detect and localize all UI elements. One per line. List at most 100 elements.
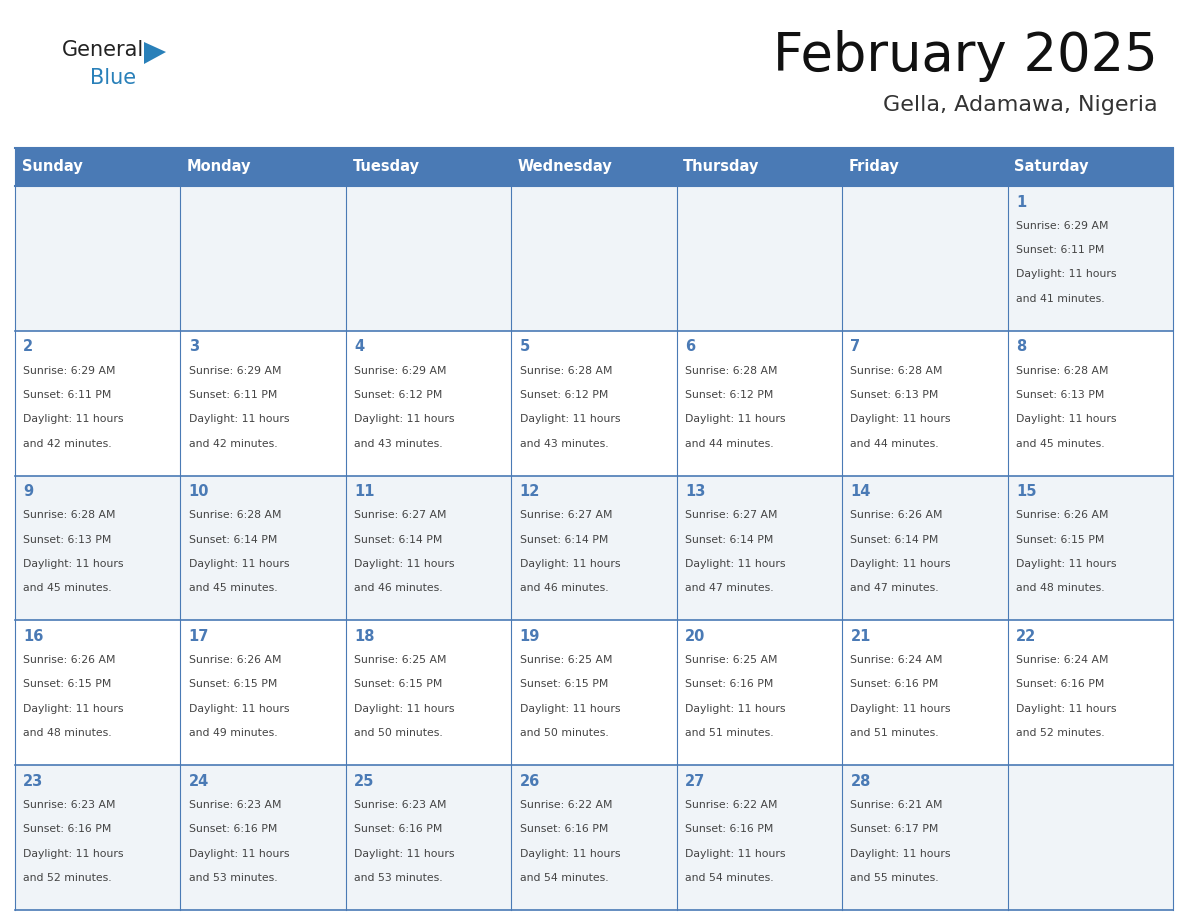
- Bar: [15, 330, 181, 476]
- Bar: [511, 766, 677, 910]
- Text: 23: 23: [24, 774, 44, 789]
- Text: Sunrise: 6:29 AM: Sunrise: 6:29 AM: [354, 365, 447, 375]
- Text: Sunset: 6:15 PM: Sunset: 6:15 PM: [189, 679, 277, 689]
- Text: Sunset: 6:16 PM: Sunset: 6:16 PM: [354, 824, 442, 834]
- Text: Sunset: 6:15 PM: Sunset: 6:15 PM: [354, 679, 442, 689]
- Text: 18: 18: [354, 629, 374, 644]
- Text: Sunset: 6:13 PM: Sunset: 6:13 PM: [1016, 390, 1104, 400]
- Text: Daylight: 11 hours: Daylight: 11 hours: [519, 414, 620, 424]
- Text: and 52 minutes.: and 52 minutes.: [1016, 728, 1105, 738]
- Text: Sunrise: 6:29 AM: Sunrise: 6:29 AM: [24, 365, 115, 375]
- Text: 16: 16: [24, 629, 44, 644]
- Text: Sunrise: 6:23 AM: Sunrise: 6:23 AM: [189, 800, 282, 810]
- Text: General: General: [62, 40, 144, 60]
- Text: Daylight: 11 hours: Daylight: 11 hours: [1016, 269, 1117, 279]
- Text: Sunset: 6:11 PM: Sunset: 6:11 PM: [189, 390, 277, 400]
- Text: and 47 minutes.: and 47 minutes.: [851, 583, 939, 593]
- Text: 22: 22: [1016, 629, 1036, 644]
- Text: Wednesday: Wednesday: [518, 160, 613, 174]
- Text: and 42 minutes.: and 42 minutes.: [189, 439, 277, 449]
- Bar: [15, 148, 181, 186]
- Bar: [346, 186, 511, 330]
- Bar: [1007, 330, 1173, 476]
- Bar: [842, 186, 1007, 330]
- Text: Sunset: 6:12 PM: Sunset: 6:12 PM: [519, 390, 608, 400]
- Text: Sunrise: 6:27 AM: Sunrise: 6:27 AM: [685, 510, 777, 521]
- Text: Sunrise: 6:24 AM: Sunrise: 6:24 AM: [1016, 655, 1108, 666]
- Text: Sunrise: 6:26 AM: Sunrise: 6:26 AM: [851, 510, 943, 521]
- Text: Sunrise: 6:23 AM: Sunrise: 6:23 AM: [24, 800, 115, 810]
- Text: 3: 3: [189, 340, 198, 354]
- Text: Daylight: 11 hours: Daylight: 11 hours: [685, 704, 785, 714]
- Text: Sunrise: 6:22 AM: Sunrise: 6:22 AM: [685, 800, 777, 810]
- Text: 27: 27: [685, 774, 706, 789]
- Text: Sunrise: 6:25 AM: Sunrise: 6:25 AM: [519, 655, 612, 666]
- Text: Daylight: 11 hours: Daylight: 11 hours: [189, 559, 289, 569]
- Text: and 46 minutes.: and 46 minutes.: [519, 583, 608, 593]
- Polygon shape: [144, 42, 166, 64]
- Text: Daylight: 11 hours: Daylight: 11 hours: [1016, 414, 1117, 424]
- Text: and 50 minutes.: and 50 minutes.: [354, 728, 443, 738]
- Text: Sunset: 6:13 PM: Sunset: 6:13 PM: [24, 534, 112, 544]
- Text: Daylight: 11 hours: Daylight: 11 hours: [189, 704, 289, 714]
- Text: Sunset: 6:16 PM: Sunset: 6:16 PM: [519, 824, 608, 834]
- Text: and 47 minutes.: and 47 minutes.: [685, 583, 773, 593]
- Text: Daylight: 11 hours: Daylight: 11 hours: [189, 848, 289, 858]
- Text: 25: 25: [354, 774, 374, 789]
- Text: Sunset: 6:16 PM: Sunset: 6:16 PM: [851, 679, 939, 689]
- Text: and 54 minutes.: and 54 minutes.: [685, 873, 773, 883]
- Text: Daylight: 11 hours: Daylight: 11 hours: [851, 848, 950, 858]
- Text: Daylight: 11 hours: Daylight: 11 hours: [685, 848, 785, 858]
- Text: and 46 minutes.: and 46 minutes.: [354, 583, 443, 593]
- Text: Sunset: 6:14 PM: Sunset: 6:14 PM: [354, 534, 442, 544]
- Bar: [346, 330, 511, 476]
- Text: Daylight: 11 hours: Daylight: 11 hours: [851, 704, 950, 714]
- Text: Sunset: 6:13 PM: Sunset: 6:13 PM: [851, 390, 939, 400]
- Bar: [346, 766, 511, 910]
- Text: 1: 1: [1016, 195, 1026, 209]
- Text: Sunrise: 6:23 AM: Sunrise: 6:23 AM: [354, 800, 447, 810]
- Text: Sunrise: 6:26 AM: Sunrise: 6:26 AM: [1016, 510, 1108, 521]
- Bar: [511, 148, 677, 186]
- Text: Daylight: 11 hours: Daylight: 11 hours: [519, 704, 620, 714]
- Text: Sunday: Sunday: [21, 160, 82, 174]
- Bar: [677, 766, 842, 910]
- Text: Sunset: 6:15 PM: Sunset: 6:15 PM: [519, 679, 608, 689]
- Bar: [511, 330, 677, 476]
- Text: Sunset: 6:14 PM: Sunset: 6:14 PM: [189, 534, 277, 544]
- Text: Daylight: 11 hours: Daylight: 11 hours: [189, 414, 289, 424]
- Text: Sunrise: 6:27 AM: Sunrise: 6:27 AM: [354, 510, 447, 521]
- Text: 10: 10: [189, 485, 209, 499]
- Text: Daylight: 11 hours: Daylight: 11 hours: [685, 559, 785, 569]
- Bar: [15, 766, 181, 910]
- Text: Sunrise: 6:21 AM: Sunrise: 6:21 AM: [851, 800, 943, 810]
- Bar: [677, 476, 842, 621]
- Text: Sunset: 6:12 PM: Sunset: 6:12 PM: [685, 390, 773, 400]
- Text: 28: 28: [851, 774, 871, 789]
- Text: Daylight: 11 hours: Daylight: 11 hours: [851, 559, 950, 569]
- Text: and 51 minutes.: and 51 minutes.: [685, 728, 773, 738]
- Bar: [842, 766, 1007, 910]
- Text: Sunrise: 6:28 AM: Sunrise: 6:28 AM: [189, 510, 282, 521]
- Text: Sunset: 6:15 PM: Sunset: 6:15 PM: [24, 679, 112, 689]
- Text: and 45 minutes.: and 45 minutes.: [24, 583, 112, 593]
- Text: 15: 15: [1016, 485, 1036, 499]
- Bar: [346, 148, 511, 186]
- Text: 14: 14: [851, 485, 871, 499]
- Bar: [1007, 148, 1173, 186]
- Text: 19: 19: [519, 629, 539, 644]
- Text: Sunset: 6:15 PM: Sunset: 6:15 PM: [1016, 534, 1104, 544]
- Text: Sunrise: 6:26 AM: Sunrise: 6:26 AM: [24, 655, 115, 666]
- Text: Tuesday: Tuesday: [353, 160, 419, 174]
- Text: 7: 7: [851, 340, 860, 354]
- Bar: [346, 621, 511, 766]
- Bar: [15, 186, 181, 330]
- Text: 17: 17: [189, 629, 209, 644]
- Text: Daylight: 11 hours: Daylight: 11 hours: [851, 414, 950, 424]
- Bar: [1007, 621, 1173, 766]
- Text: 20: 20: [685, 629, 706, 644]
- Text: 8: 8: [1016, 340, 1026, 354]
- Bar: [346, 476, 511, 621]
- Bar: [15, 621, 181, 766]
- Text: and 50 minutes.: and 50 minutes.: [519, 728, 608, 738]
